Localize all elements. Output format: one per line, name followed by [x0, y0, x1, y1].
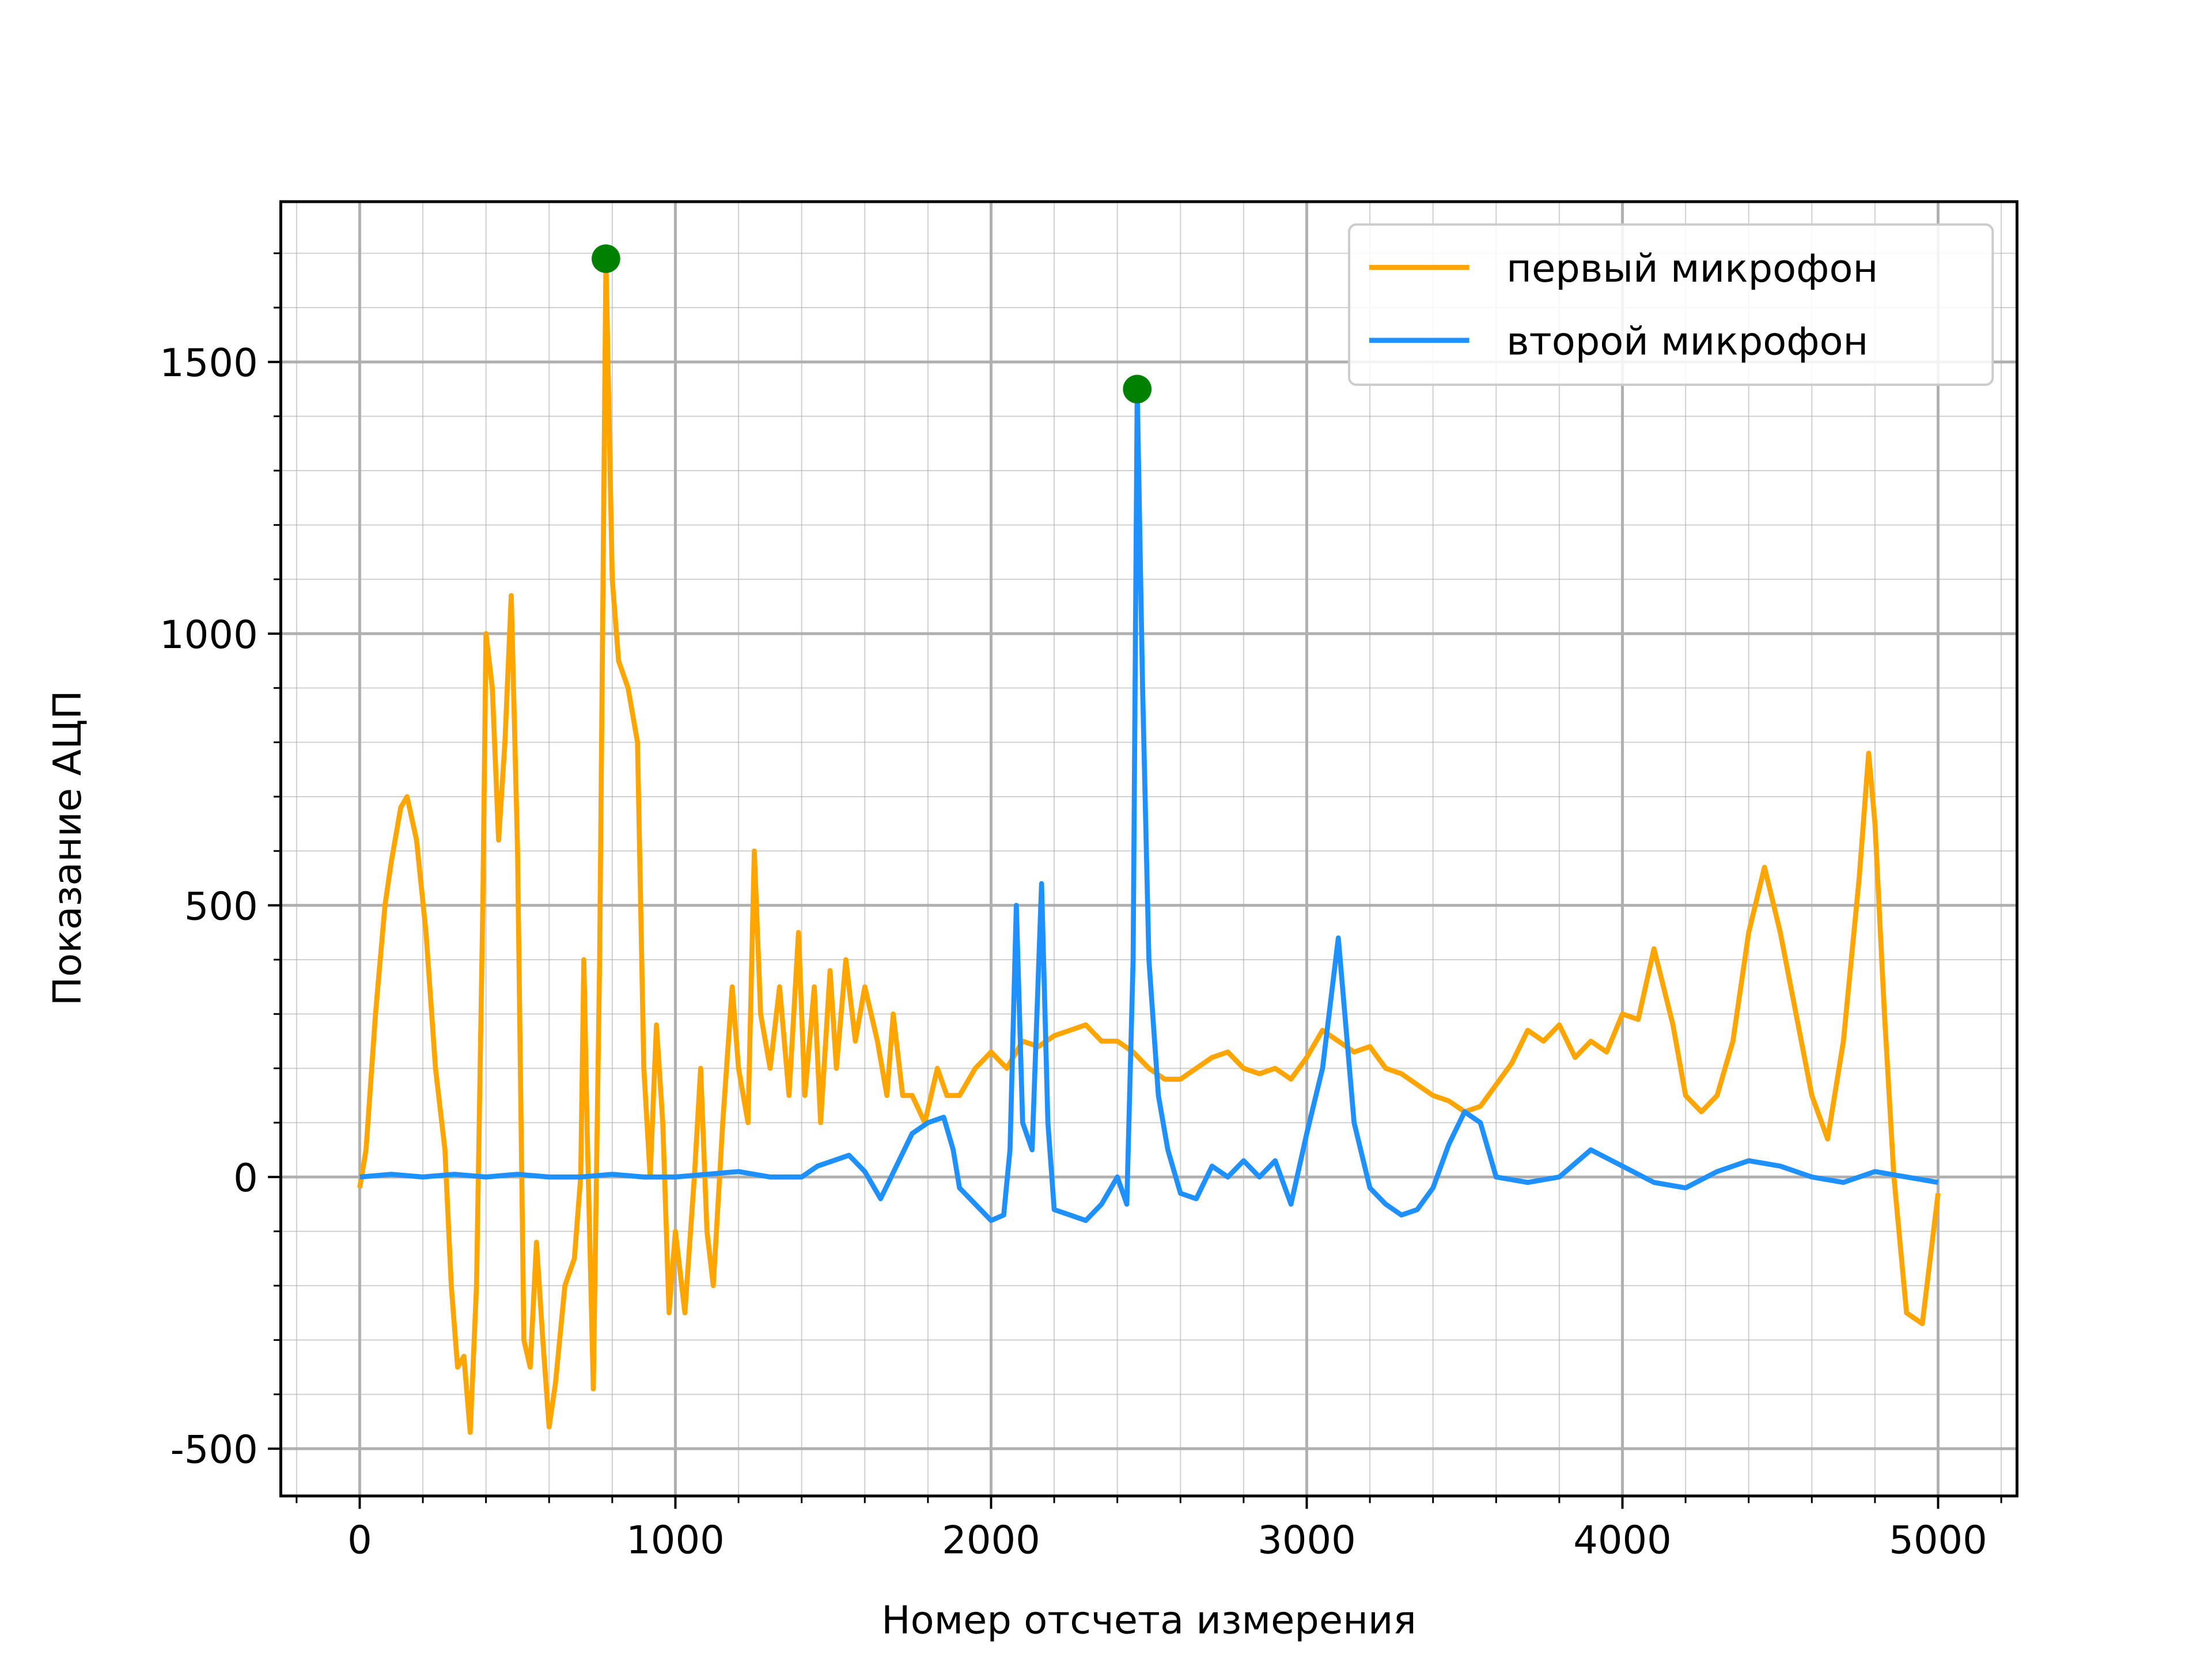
line-series — [357, 256, 1941, 1435]
peak-marker — [592, 244, 620, 273]
peak-marker — [1123, 374, 1152, 404]
y-tick-label: 500 — [184, 884, 258, 929]
x-tick-label: 3000 — [1257, 1517, 1356, 1562]
x-tick-label: 1000 — [626, 1517, 725, 1562]
x-tick-label: 5000 — [1889, 1517, 1987, 1562]
y-tick-label: 1500 — [160, 340, 258, 385]
x-tick-label: 2000 — [942, 1517, 1040, 1562]
line-series — [359, 387, 1939, 1224]
y-axis-label: Показание АЦП — [45, 690, 90, 1006]
x-tick-label: 0 — [347, 1517, 372, 1562]
legend-label: первый микрофон — [1506, 246, 1878, 291]
y-tick-label: -500 — [171, 1427, 258, 1472]
x-tick-label: 4000 — [1573, 1517, 1672, 1562]
x-axis-label: Номер отсчета измерения — [881, 1597, 1416, 1642]
y-tick-label: 0 — [233, 1156, 258, 1200]
legend-box — [1348, 223, 1994, 386]
legend-label: второй микрофон — [1506, 319, 1868, 364]
plot-frame — [279, 200, 2019, 1498]
y-tick-label: 1000 — [160, 612, 258, 657]
